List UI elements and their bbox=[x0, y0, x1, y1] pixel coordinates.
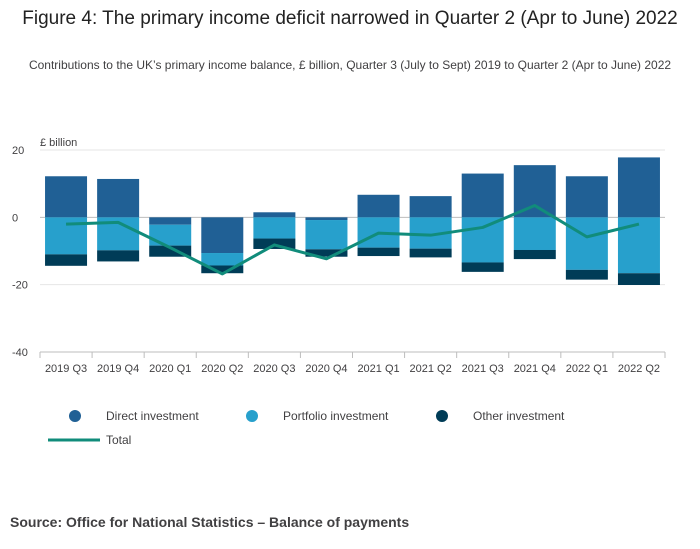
bar-direct-investment bbox=[461, 173, 504, 218]
x-tick-label: 2022 Q1 bbox=[566, 363, 608, 375]
legend-marker bbox=[246, 410, 258, 422]
x-tick-label: 2021 Q2 bbox=[410, 363, 452, 375]
x-tick-label: 2021 Q4 bbox=[514, 363, 556, 375]
bar-portfolio-investment bbox=[617, 217, 660, 274]
legend-marker bbox=[69, 410, 81, 422]
bar-portfolio-investment bbox=[513, 217, 556, 250]
bar-direct-investment bbox=[201, 217, 244, 254]
bar-direct-investment bbox=[253, 212, 296, 218]
bar-portfolio-investment bbox=[305, 220, 348, 250]
x-tick-label: 2020 Q2 bbox=[201, 363, 243, 375]
bar-direct-investment bbox=[357, 194, 400, 218]
bar-direct-investment bbox=[409, 196, 452, 218]
y-tick-label: 0 bbox=[12, 212, 18, 224]
x-tick-label: 2021 Q3 bbox=[462, 363, 504, 375]
x-tick-label: 2020 Q3 bbox=[253, 363, 295, 375]
bar-other-investment bbox=[305, 249, 348, 257]
legend-label: Portfolio investment bbox=[283, 409, 389, 423]
bar-other-investment bbox=[565, 269, 608, 280]
legend-marker bbox=[436, 410, 448, 422]
bar-other-investment bbox=[149, 245, 192, 257]
chart-subtitle: Contributions to the UK’s primary income… bbox=[28, 58, 672, 72]
x-tick-label: 2020 Q4 bbox=[305, 363, 347, 375]
bar-direct-investment bbox=[97, 178, 140, 218]
bar-portfolio-investment bbox=[565, 217, 608, 270]
bar-other-investment bbox=[357, 247, 400, 257]
bar-other-investment bbox=[513, 249, 556, 260]
y-tick-label: -20 bbox=[12, 280, 28, 292]
bar-direct-investment bbox=[617, 157, 660, 218]
bar-other-investment bbox=[97, 250, 140, 262]
chart-title: Figure 4: The primary income deficit nar… bbox=[22, 8, 678, 29]
x-tick-label: 2019 Q3 bbox=[45, 363, 87, 375]
x-tick-label: 2022 Q2 bbox=[618, 363, 660, 375]
legend-label: Other investment bbox=[473, 409, 565, 423]
total-line bbox=[65, 204, 640, 276]
legend-label: Total bbox=[106, 433, 131, 447]
x-tick-label: 2020 Q1 bbox=[149, 363, 191, 375]
x-tick-label: 2019 Q4 bbox=[97, 363, 139, 375]
bar-other-investment bbox=[409, 248, 452, 258]
bar-portfolio-investment bbox=[253, 217, 296, 239]
bar-direct-investment bbox=[565, 176, 608, 218]
bar-direct-investment bbox=[513, 165, 556, 218]
bar-portfolio-investment bbox=[149, 224, 192, 246]
legend-label: Direct investment bbox=[106, 409, 199, 423]
x-tick-label: 2021 Q1 bbox=[357, 363, 399, 375]
bar-other-investment bbox=[461, 262, 504, 272]
bar-other-investment bbox=[201, 265, 244, 274]
y-axis-label: £ billion bbox=[40, 137, 77, 149]
bar-other-investment bbox=[617, 273, 660, 286]
y-tick-label: -40 bbox=[12, 347, 28, 359]
bar-other-investment bbox=[45, 254, 88, 266]
bar-portfolio-investment bbox=[201, 253, 244, 266]
source-note: Source: Office for National Statistics –… bbox=[10, 514, 410, 530]
bar-portfolio-investment bbox=[461, 217, 504, 263]
bar-direct-investment bbox=[305, 217, 348, 221]
bar-direct-investment bbox=[45, 176, 88, 218]
y-tick-label: 20 bbox=[12, 145, 24, 157]
bar-direct-investment bbox=[149, 217, 192, 225]
